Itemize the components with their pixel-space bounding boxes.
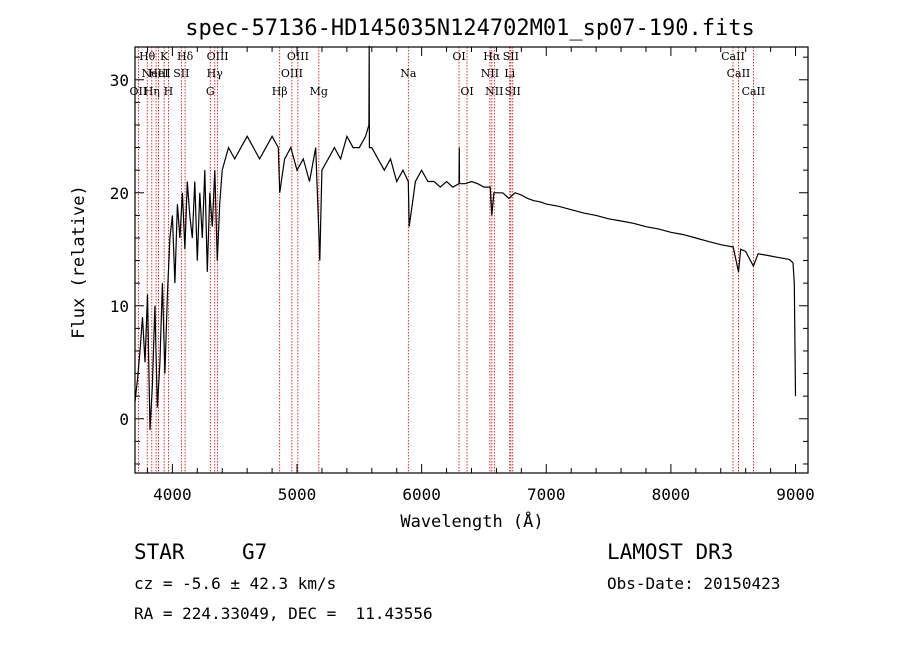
object-class: STAR — [134, 540, 185, 564]
line-label-5: K — [160, 50, 169, 63]
spectral-line-markers — [137, 47, 754, 473]
line-label-14: OIII — [287, 50, 309, 63]
y-axis-label: Flux (relative) — [69, 185, 89, 339]
line-label-3: NeIII — [141, 67, 170, 80]
line-label-6: H — [164, 85, 174, 98]
line-label-18: OI — [460, 85, 473, 98]
axes: 4000 5000 6000 7000 8000 9000 0 10 20 30 — [110, 47, 815, 504]
redshift-cz: cz = -5.6 ± 42.3 km/s — [134, 574, 337, 593]
line-label-12: Hβ — [272, 85, 288, 98]
line-label-23: SII — [503, 50, 519, 63]
line-label-26: CaII — [727, 67, 751, 80]
line-label-8: Hδ — [177, 50, 194, 63]
line-label-10: Hγ — [207, 67, 224, 80]
x-tick-label-2: 6000 — [402, 485, 441, 504]
line-label-13: OIII — [281, 67, 303, 80]
y-tick-label-1: 10 — [110, 297, 129, 316]
line-label-22: Li — [504, 67, 515, 80]
line-label-15: Mg — [310, 85, 328, 98]
x-tick-label-5: 9000 — [776, 485, 815, 504]
y-tick-label-0: 0 — [119, 410, 129, 429]
line-label-11: OIII — [207, 50, 229, 63]
line-label-0: OII — [130, 85, 148, 98]
line-label-27: CaII — [742, 85, 766, 98]
line-label-20: Hα — [483, 50, 501, 63]
x-axis-label: Wavelength (Å) — [400, 510, 543, 532]
coordinates: RA = 224.33049, DEC = 11.43556 — [134, 604, 433, 623]
object-subclass: G7 — [242, 540, 268, 564]
line-label-21: NII — [485, 85, 503, 98]
chart-title: spec-57136-HD145035N124702M01_sp07-190.f… — [185, 16, 755, 41]
y-tick-label-2: 20 — [110, 184, 129, 203]
x-tick-label-0: 4000 — [153, 485, 192, 504]
line-label-7: SII — [173, 67, 189, 80]
line-label-2: Hη — [144, 85, 160, 98]
x-tick-label-3: 7000 — [527, 485, 566, 504]
line-label-17: OI — [452, 50, 465, 63]
x-tick-label-1: 5000 — [278, 485, 317, 504]
line-label-25: CaII — [721, 50, 745, 63]
line-label-9: G — [206, 85, 215, 98]
survey-name: LAMOST DR3 — [607, 540, 734, 564]
y-tick-label-3: 30 — [110, 71, 129, 90]
line-label-19: NII — [481, 67, 499, 80]
plot-frame — [134, 46, 809, 474]
line-label-4: HeI — [148, 67, 168, 80]
line-label-24: SII — [505, 85, 521, 98]
spectrum-series-line — [134, 45, 797, 431]
line-label-1: Hθ — [139, 50, 156, 63]
x-tick-label-4: 8000 — [652, 485, 691, 504]
line-label-16: Na — [400, 67, 417, 80]
observation-date: Obs-Date: 20150423 — [607, 574, 781, 593]
